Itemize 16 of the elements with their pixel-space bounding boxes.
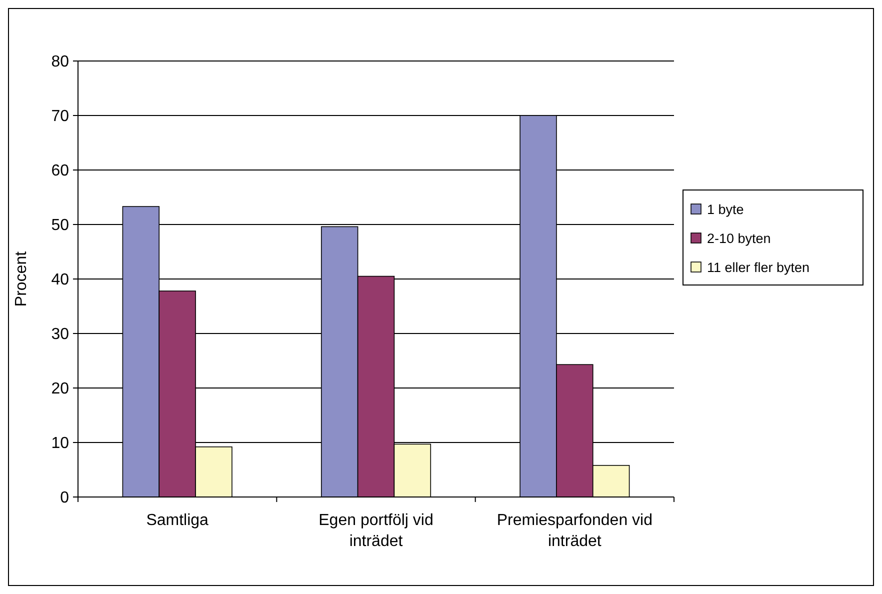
y-tick-label: 60 [51, 162, 70, 180]
legend-label: 1 byte [707, 202, 744, 217]
y-tick-label: 20 [51, 380, 70, 398]
x-tick-label: Egen portfölj vid inträdet [318, 512, 434, 550]
y-tick-label: 50 [51, 217, 70, 234]
legend-label: 2-10 byten [707, 231, 771, 246]
x-tick-label: Samtliga [146, 512, 209, 529]
y-axis-title: Procent [13, 250, 30, 307]
y-tick-label: 70 [51, 108, 70, 126]
x-tick-label: Premiesparfonden vid inträdet [496, 512, 652, 550]
y-tick-label: 30 [51, 326, 70, 344]
y-tick-label: 0 [60, 490, 70, 507]
y-tick-label: 10 [51, 435, 70, 452]
legend-label: 11 eller fler byten [707, 260, 810, 275]
y-tick-label: 40 [51, 272, 70, 289]
y-tick-label: 80 [51, 54, 70, 71]
